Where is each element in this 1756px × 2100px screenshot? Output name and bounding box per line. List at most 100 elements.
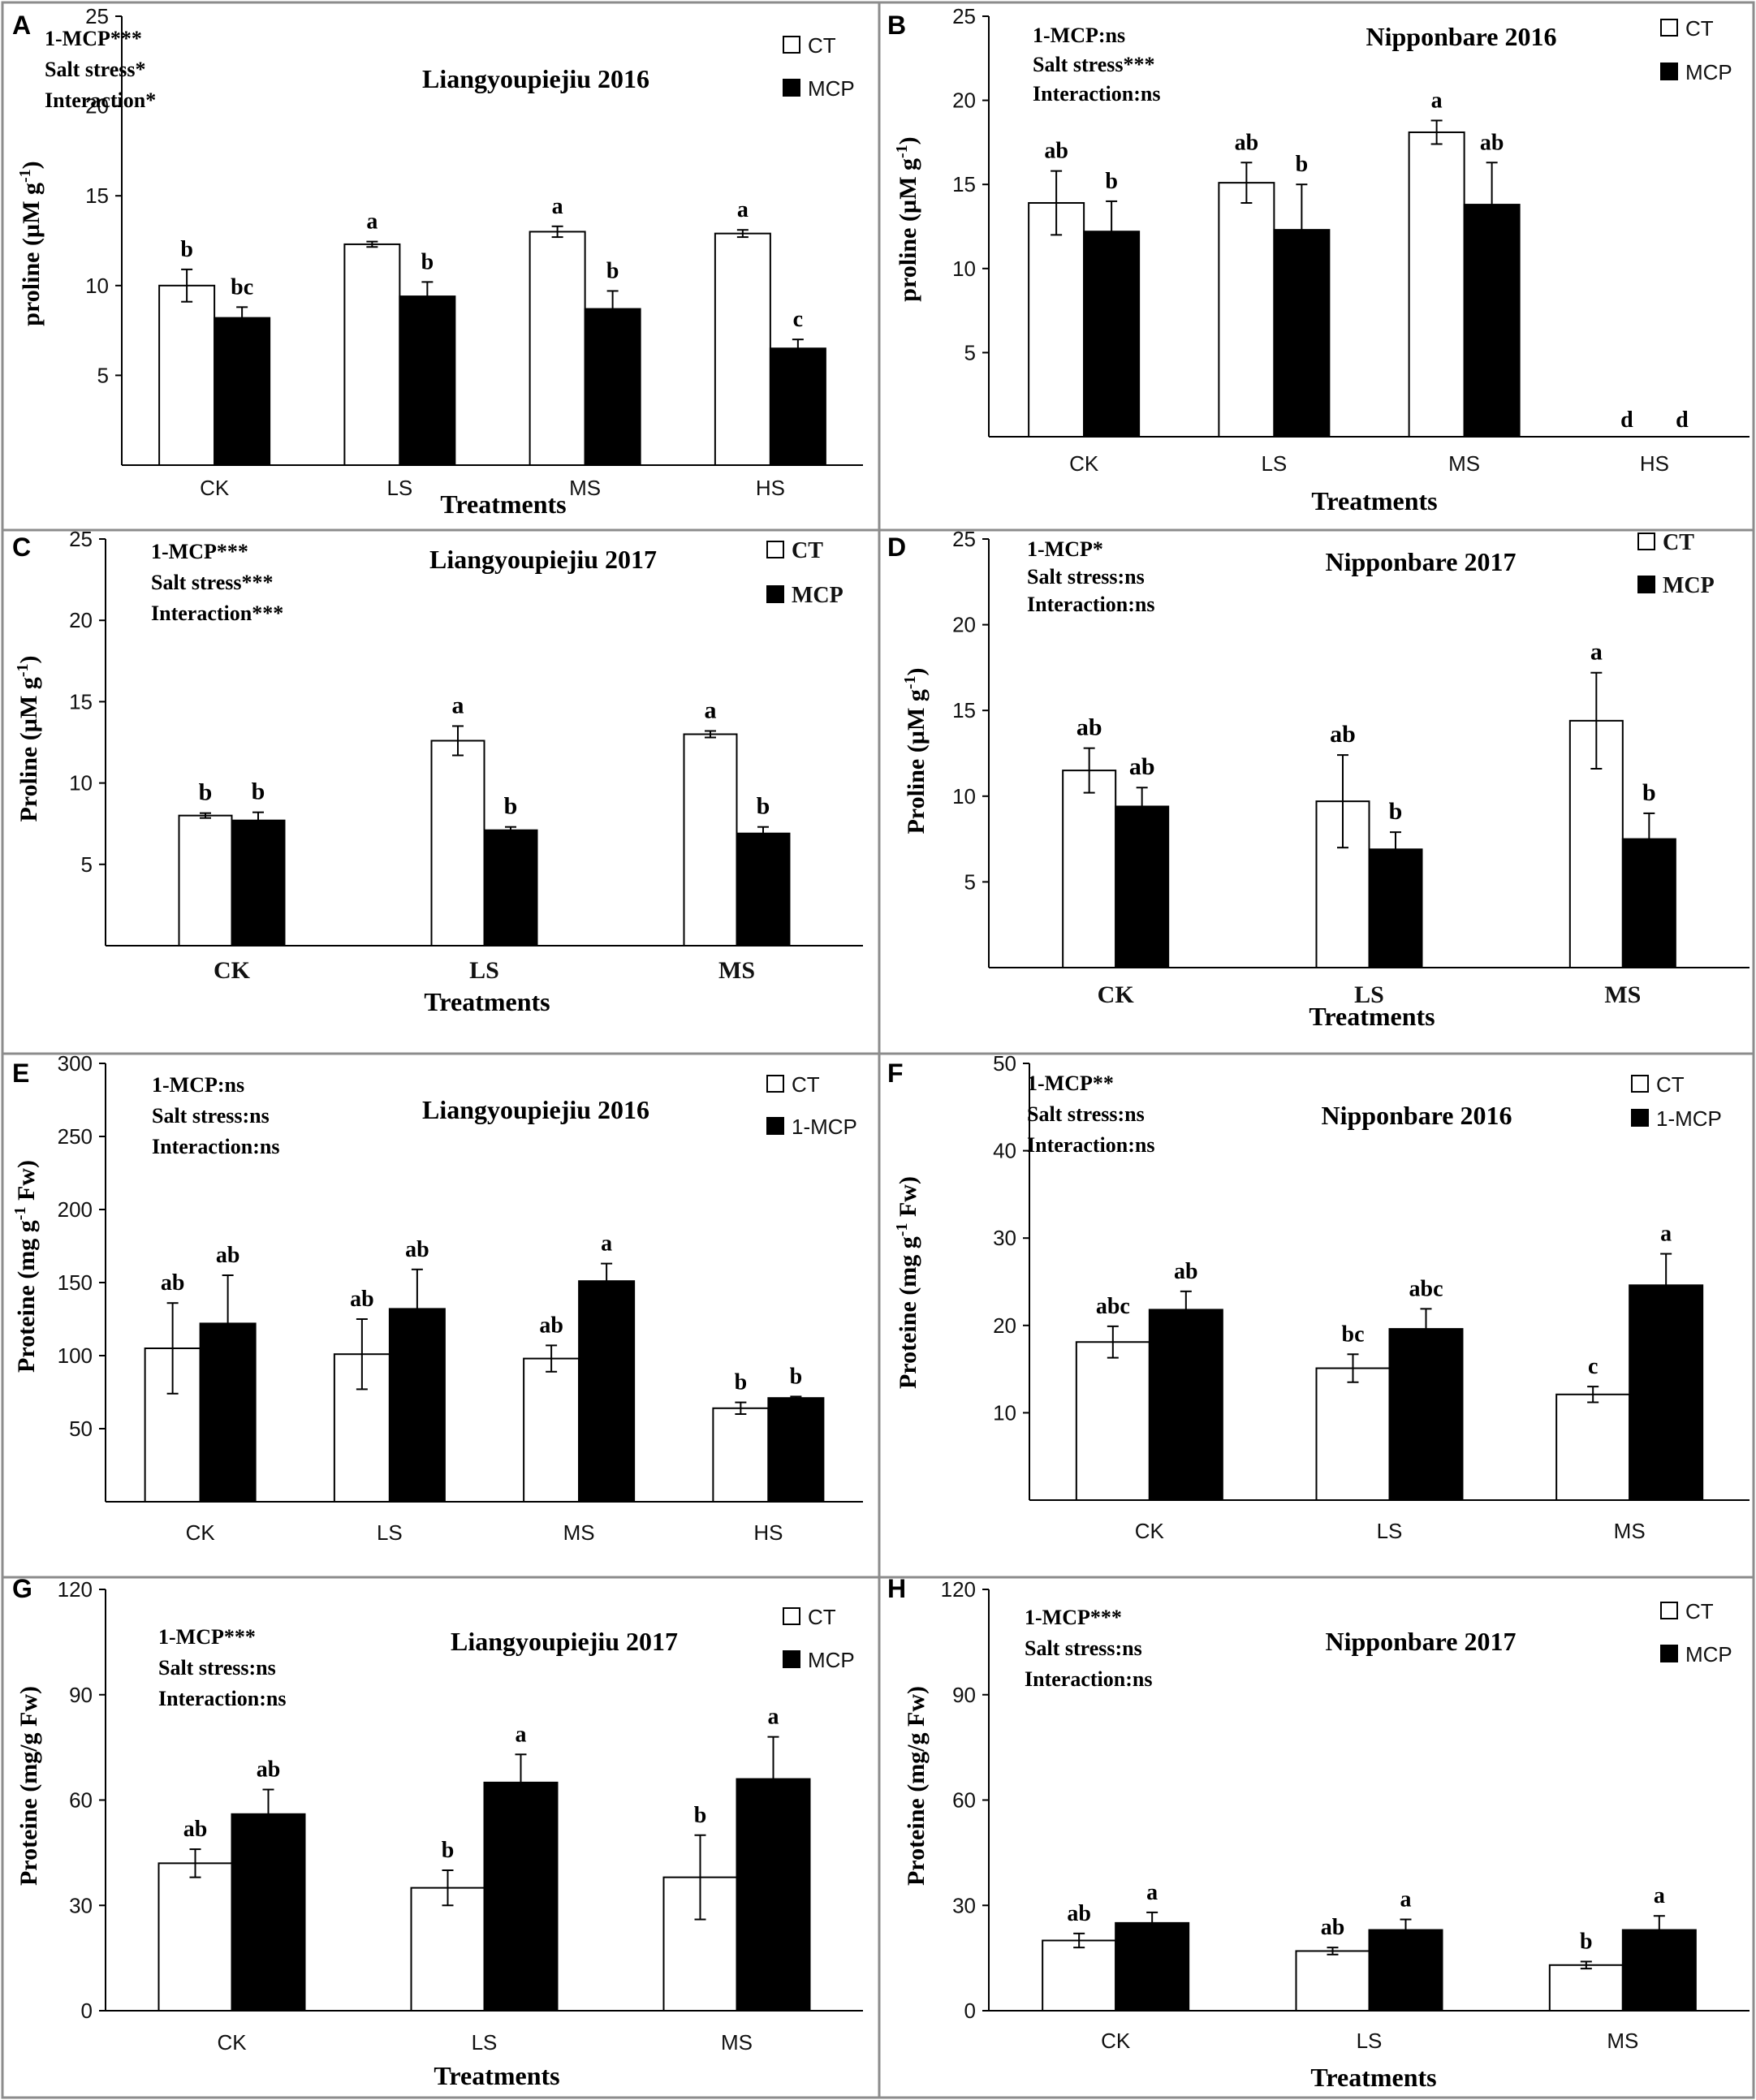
significance-letter: c xyxy=(1588,1354,1598,1379)
legend-item-mcp: 1-MCP xyxy=(1631,1106,1722,1131)
x-axis-label: Treatments xyxy=(434,2061,559,2090)
bar-ct xyxy=(1315,1367,1391,1502)
stats-line: Interaction:ns xyxy=(1025,1667,1152,1691)
y-tick-label: 15 xyxy=(85,183,109,208)
chart-title: Liangyoupiejiu 2016 xyxy=(422,1095,649,1124)
bar-ct xyxy=(343,243,401,466)
legend-label: MCP xyxy=(808,1648,855,1672)
panel-f: F 10 20 30 40 50 CK abc ab LS bc abc MS c a Nipponbare … xyxy=(878,1051,1755,1579)
y-tick-label: 150 xyxy=(58,1270,93,1295)
significance-letter: a xyxy=(1146,1880,1158,1905)
panel-letter: E xyxy=(12,1059,29,1088)
significance-letter: ab xyxy=(216,1243,240,1268)
x-tick-label: MS xyxy=(1448,451,1480,476)
bar-mcp xyxy=(769,347,826,466)
significance-letter: a xyxy=(1654,1883,1665,1908)
bar-ct xyxy=(712,1407,770,1503)
category-group-ls: LS bc abc xyxy=(1315,1276,1464,1543)
panel-a: A 5 10 15 20 25 CK b bc LS a b MS a b HS a c Liangyoupieji… xyxy=(1,1,881,532)
y-tick-label: 60 xyxy=(69,1788,93,1813)
significance-letter: bc xyxy=(231,274,253,300)
category-group-ck: CK ab a xyxy=(1042,1880,1190,2053)
significance-letter: b xyxy=(757,793,770,820)
significance-letter: c xyxy=(793,307,803,332)
legend-item-ct: CT xyxy=(1660,1599,1714,1624)
legend-label: 1-MCP xyxy=(792,1115,857,1139)
bar-mcp xyxy=(399,295,456,466)
legend-swatch xyxy=(1660,19,1678,37)
significance-letter: ab xyxy=(1480,130,1504,155)
stats-line: 1-MCP* xyxy=(1027,537,1103,561)
x-tick-label: MS xyxy=(718,957,755,984)
stats-line: Interaction:ns xyxy=(152,1135,279,1158)
legend-label: CT xyxy=(1685,16,1714,41)
significance-letter: ab xyxy=(539,1313,563,1338)
bar-ct xyxy=(1295,1950,1370,2012)
legend-swatch xyxy=(783,36,800,54)
bar-ct xyxy=(1408,131,1465,438)
x-tick-label: CK xyxy=(1135,1519,1165,1543)
y-tick-label: 15 xyxy=(952,172,976,196)
legend-label: MCP xyxy=(1685,1642,1732,1667)
x-axis-label: Treatments xyxy=(1311,486,1437,515)
category-group-ls: LS a b xyxy=(343,209,456,500)
bar-ct xyxy=(683,733,738,947)
y-tick-label: 120 xyxy=(941,1577,976,1602)
significance-letter: ab xyxy=(350,1287,374,1312)
y-tick-label: 20 xyxy=(952,88,976,113)
x-tick-label: HS xyxy=(753,1520,783,1545)
y-tick-label: 20 xyxy=(993,1313,1016,1338)
chart-title: Liangyoupiejiu 2017 xyxy=(429,545,657,574)
legend-label: CT xyxy=(808,33,836,58)
y-tick-label: 25 xyxy=(69,527,93,551)
category-group-ms: MS b a xyxy=(662,1705,811,2055)
bar-ct xyxy=(430,740,485,947)
bar-mcp xyxy=(1368,1929,1443,2012)
panel-e: E 50 100 150 200 250 300 CK ab ab LS ab ab MS ab a HS b b L… xyxy=(1,1051,881,1579)
stats-line: Interaction*** xyxy=(151,602,283,625)
x-tick-label: HS xyxy=(1640,451,1669,476)
stats-line: 1-MCP*** xyxy=(151,540,248,563)
legend-label: 1-MCP xyxy=(1656,1106,1722,1131)
significance-letter: b xyxy=(180,237,193,262)
category-group-ms: MS a b xyxy=(683,696,791,984)
x-tick-label: CK xyxy=(200,476,230,500)
legend-item-mcp: MCP xyxy=(783,1648,855,1672)
significance-letter: b xyxy=(694,1803,707,1828)
significance-letter: a xyxy=(705,696,717,723)
bar-mcp xyxy=(1083,231,1141,438)
significance-letter: b xyxy=(1642,779,1656,806)
category-group-ls: LS ab b xyxy=(1218,130,1331,476)
y-tick-label: 100 xyxy=(58,1343,93,1368)
significance-letter: a xyxy=(552,194,563,219)
y-axis-label: Proteine (mg g-1 Fw) xyxy=(11,1160,40,1373)
significance-letter: b xyxy=(442,1838,455,1863)
bar-mcp xyxy=(483,829,538,947)
bar-mcp xyxy=(483,1781,559,2012)
x-tick-label: MS xyxy=(563,1520,595,1545)
bar-ct xyxy=(523,1357,580,1503)
legend-item-ct: CT xyxy=(783,1605,836,1629)
legend-swatch xyxy=(766,1117,784,1135)
category-group-ms: MS ab a xyxy=(523,1231,636,1545)
significance-letter: b xyxy=(504,793,518,820)
x-tick-label: LS xyxy=(1261,451,1287,476)
legend-label: MCP xyxy=(792,583,843,608)
panel-letter: H xyxy=(887,1574,906,1603)
bar-ct xyxy=(410,1887,485,2012)
legend-label: CT xyxy=(792,1072,820,1097)
x-tick-label: MS xyxy=(569,476,601,500)
legend-item-mcp: MCP xyxy=(1660,60,1732,84)
legend-swatch xyxy=(783,1607,800,1625)
category-group-hs: HS a c xyxy=(714,197,826,500)
significance-letter: a xyxy=(516,1722,527,1747)
y-tick-label: 30 xyxy=(69,1893,93,1917)
y-tick-label: 0 xyxy=(81,1999,93,2023)
y-tick-label: 20 xyxy=(69,608,93,632)
significance-letter: ab xyxy=(1067,1901,1091,1926)
bar-mcp xyxy=(1115,805,1170,968)
significance-letter: abc xyxy=(1096,1294,1130,1319)
